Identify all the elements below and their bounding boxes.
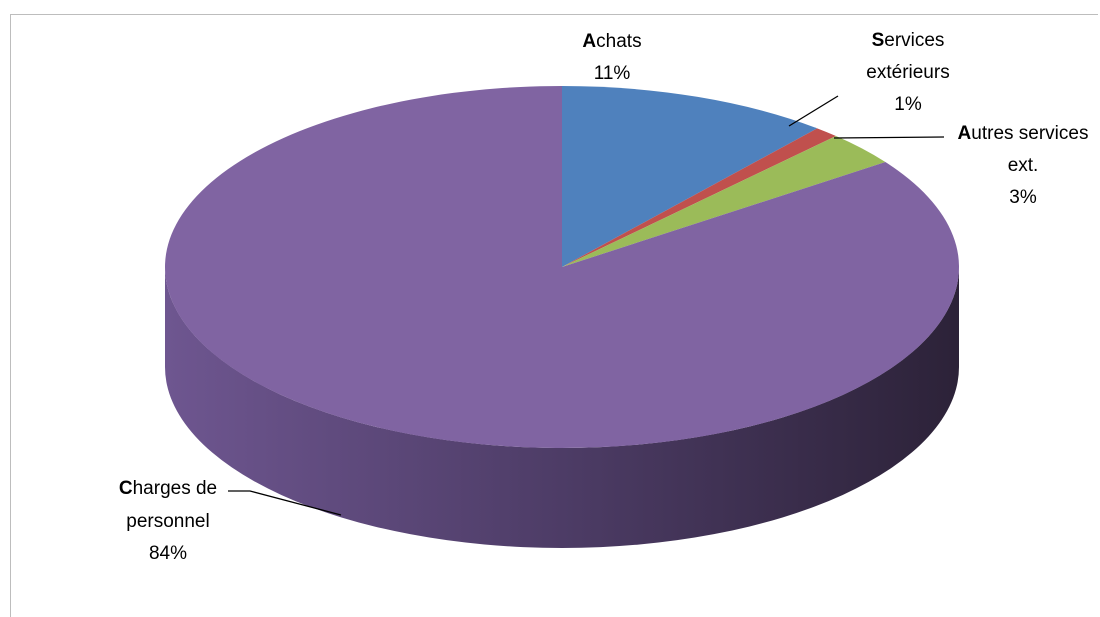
label-charges-personnel: Charges de personnel 84% (119, 478, 217, 564)
label-services-line2: extérieurs (866, 62, 949, 83)
label-services-exterieurs: Services extérieurs 1% (866, 30, 949, 115)
pie-slice-achats (562, 86, 818, 267)
pie-side-wall (165, 267, 959, 548)
pie-slice-personnel (164, 86, 959, 448)
label-autres-value: 3% (1009, 187, 1037, 208)
leader-line-services (788, 95, 839, 127)
label-achats: Achats 11% (582, 31, 641, 84)
pie-slice-autres (562, 136, 886, 267)
label-autres-services: Autres services ext. 3% (958, 123, 1089, 208)
label-achats-value: 11% (594, 63, 631, 84)
svg-text:Charges de: Charges de (119, 478, 217, 499)
label-charges-line2: personnel (126, 511, 209, 532)
label-charges-value: 84% (149, 543, 187, 564)
label-charges-rest: harges de (133, 478, 218, 499)
pie-slice-services_ext (562, 128, 836, 267)
label-achats-initial: A (582, 31, 596, 52)
leader-line-charges (228, 490, 342, 516)
label-autres-line2: ext. (1008, 155, 1039, 176)
leader-line-autres (833, 136, 945, 139)
label-autres-rest: utres services (971, 123, 1088, 144)
svg-text:Achats: Achats (582, 31, 641, 52)
label-services-rest: ervices (884, 30, 944, 51)
label-achats-rest: chats (596, 31, 641, 52)
label-autres-initial: A (958, 123, 972, 144)
label-services-initial: S (872, 30, 885, 51)
svg-text:Services: Services (872, 30, 945, 51)
chart-area (10, 14, 1098, 617)
svg-text:Autres services: Autres services (958, 123, 1089, 144)
label-charges-initial: C (119, 478, 133, 499)
label-services-value: 1% (894, 94, 922, 115)
